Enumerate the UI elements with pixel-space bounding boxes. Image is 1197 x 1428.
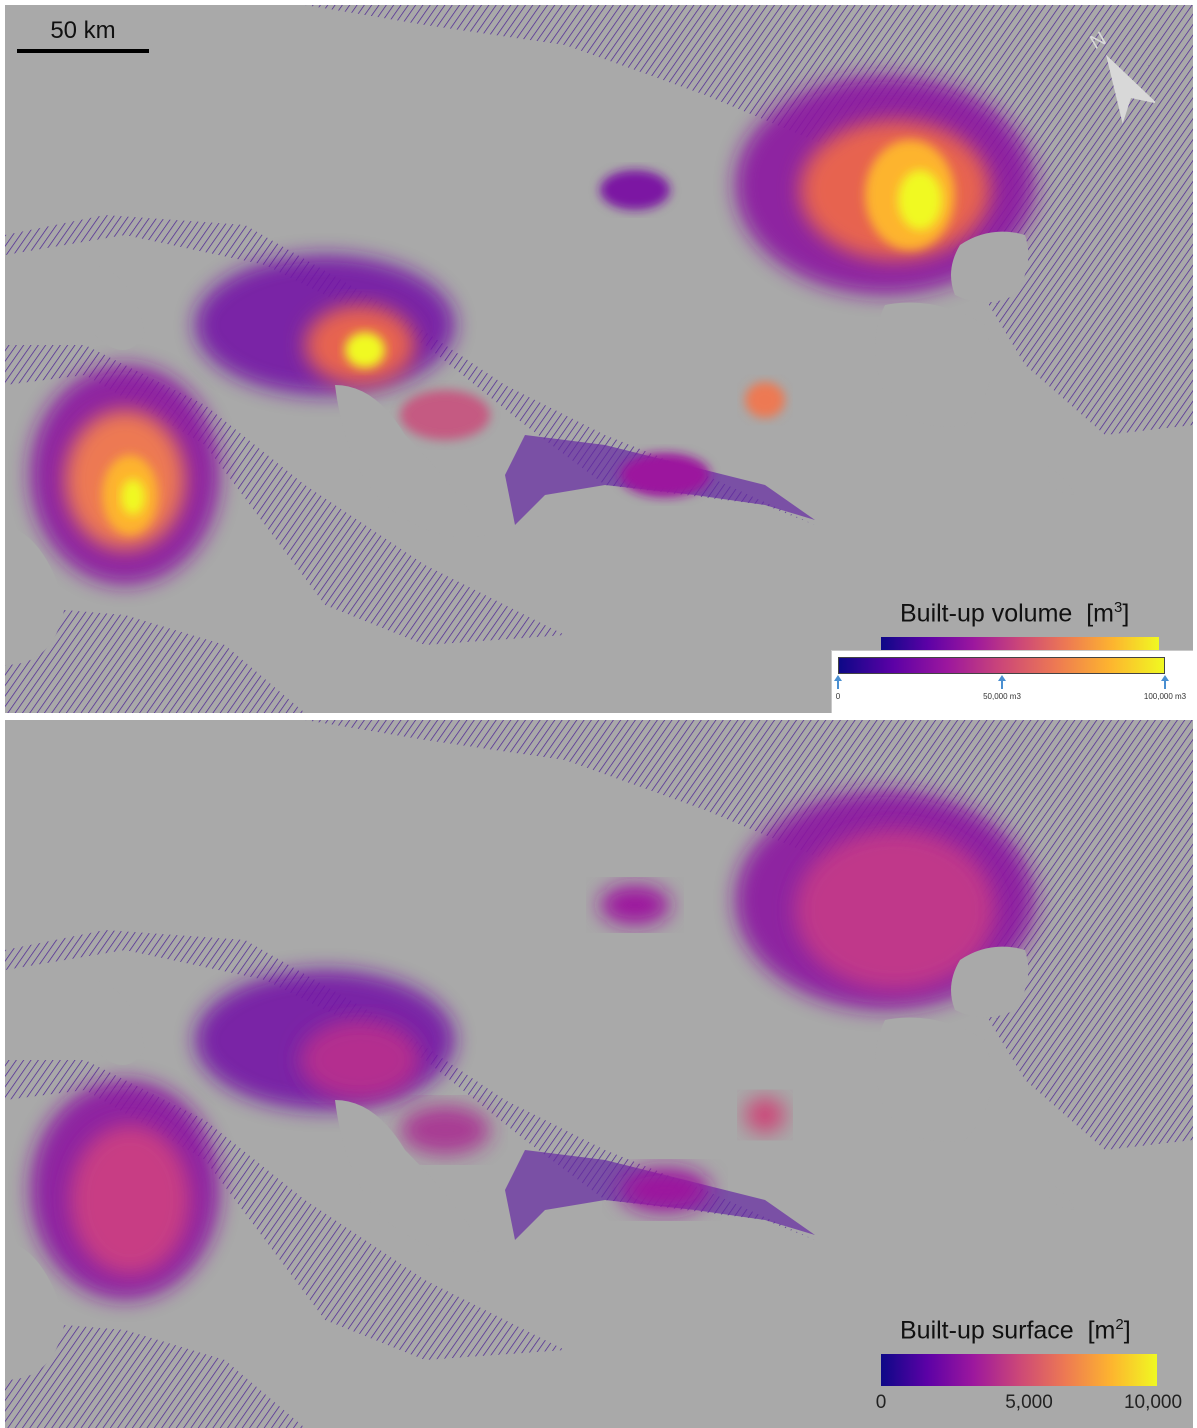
nagoya-urban-area xyxy=(30,1080,220,1300)
tokyo-urban-area xyxy=(735,790,1035,1010)
nagoya-urban-area xyxy=(30,365,220,585)
inset-label-mid: 50,000 m3 xyxy=(983,692,1021,701)
scale-bar-line xyxy=(17,49,149,53)
volume-inset-legend: 0 50,000 m3 100,000 m3 xyxy=(831,650,1193,713)
surface-tick-mid: 5,000 xyxy=(1005,1392,1053,1413)
inset-tick-arrow-icon xyxy=(834,675,842,689)
surface-legend-title-text: Built-up surface xyxy=(900,1316,1074,1345)
water-bodies xyxy=(5,946,1075,1380)
surface-unit-base: m xyxy=(1094,1316,1116,1345)
svg-text:N: N xyxy=(1086,28,1110,54)
volume-legend-title: Built-up volume [m3] xyxy=(900,599,1130,628)
surface-map xyxy=(5,720,1193,1428)
secondary-urban-areas xyxy=(400,885,785,1212)
inset-label-max: 100,000 m3 xyxy=(1143,692,1187,701)
surface-tick-min: 0 xyxy=(875,1392,887,1413)
inset-tick-arrow-icon xyxy=(1161,675,1169,689)
inset-tick-arrow-icon xyxy=(998,675,1006,689)
surface-color-ramp xyxy=(881,1354,1157,1386)
inset-label-min: 0 xyxy=(835,692,841,701)
scale-bar: 50 km xyxy=(17,15,149,55)
surface-unit-exponent: 2 xyxy=(1115,1316,1124,1333)
surface-legend-title: Built-up surface [m2] xyxy=(900,1316,1131,1345)
hamamatsu-urban-area xyxy=(195,970,455,1110)
inset-color-ramp xyxy=(838,657,1165,674)
volume-unit-exponent: 3 xyxy=(1113,599,1123,616)
surface-map-panel: Built-up surface [m2] 0 5,000 10,000 xyxy=(5,720,1193,1428)
volume-color-ramp xyxy=(881,637,1159,651)
surface-tick-max: 10,000 xyxy=(1123,1392,1183,1413)
tokyo-urban-area xyxy=(735,75,1035,295)
volume-legend-title-text: Built-up volume xyxy=(900,599,1073,628)
north-arrow-icon: N xyxy=(1086,28,1155,124)
hamamatsu-urban-area xyxy=(195,255,455,395)
volume-map xyxy=(5,5,1193,713)
scale-bar-label: 50 km xyxy=(50,17,116,44)
volume-unit-base: m xyxy=(1093,599,1114,628)
volume-map-panel: 50 km N Built-up volume [m3] 0 50,000 m3… xyxy=(5,5,1193,713)
water-bodies xyxy=(5,231,1075,665)
secondary-urban-areas xyxy=(400,170,785,497)
